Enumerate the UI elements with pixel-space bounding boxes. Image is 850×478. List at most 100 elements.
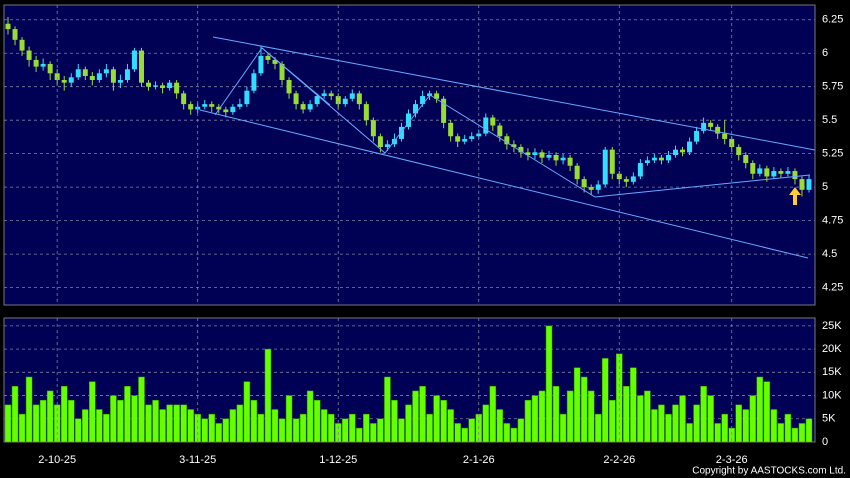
volume-bar bbox=[229, 409, 237, 443]
candle-body bbox=[209, 104, 215, 107]
volume-bar bbox=[4, 404, 12, 443]
volume-bar bbox=[96, 409, 103, 443]
candle-body bbox=[314, 96, 320, 105]
volume-bar bbox=[784, 413, 792, 443]
volume-bar bbox=[791, 427, 799, 443]
candle-body bbox=[497, 125, 503, 137]
candle-body bbox=[181, 93, 187, 105]
volume-bar bbox=[342, 418, 349, 443]
candle-body bbox=[785, 171, 791, 174]
price-panel bbox=[3, 4, 816, 306]
candle-body bbox=[61, 80, 67, 83]
volume-bar bbox=[201, 418, 208, 443]
volume-bar bbox=[377, 418, 384, 443]
candle-body bbox=[715, 126, 721, 134]
candle-body bbox=[722, 133, 728, 139]
x-tick-label: 3-11-25 bbox=[179, 454, 216, 466]
volume-bar bbox=[292, 418, 300, 443]
y-tick-label: 15K bbox=[822, 366, 842, 378]
candle-body bbox=[778, 171, 784, 174]
candle-body bbox=[525, 152, 531, 155]
candle-body bbox=[251, 73, 257, 91]
volume-bar bbox=[545, 325, 553, 443]
volume-bar bbox=[243, 381, 251, 443]
candle-body bbox=[117, 80, 123, 83]
candle-body bbox=[286, 80, 292, 94]
candle-body bbox=[356, 93, 362, 105]
y-tick-label: 20K bbox=[822, 343, 842, 355]
candle-body bbox=[680, 149, 686, 153]
candle-body bbox=[518, 146, 524, 153]
candle-body bbox=[293, 93, 299, 105]
volume-bar bbox=[440, 399, 447, 443]
candle-body bbox=[33, 59, 39, 67]
y-tick-label: 6 bbox=[822, 47, 828, 59]
copyright: Copyright by AASTOCKS.com Ltd. bbox=[692, 466, 846, 477]
candle-body bbox=[272, 59, 278, 64]
candle-body bbox=[188, 104, 194, 110]
candle-body bbox=[602, 149, 608, 185]
volume-bar bbox=[313, 399, 321, 443]
zigzag bbox=[214, 47, 811, 198]
volume-bar bbox=[426, 413, 433, 443]
candle-body bbox=[230, 106, 236, 113]
volume-bar bbox=[623, 386, 630, 443]
candle-body bbox=[244, 90, 250, 105]
price-layer bbox=[4, 5, 815, 305]
candle-body bbox=[26, 50, 32, 60]
candle-body bbox=[644, 160, 650, 164]
candle-body bbox=[103, 69, 109, 74]
trend-segment bbox=[261, 47, 331, 106]
candle-body bbox=[279, 63, 285, 80]
candle-body bbox=[12, 29, 18, 40]
candle-body bbox=[420, 96, 426, 105]
x-tick-label: 2-1-26 bbox=[463, 454, 495, 466]
candle-body bbox=[729, 138, 735, 147]
candle-body bbox=[110, 69, 116, 83]
candle-body bbox=[708, 122, 714, 127]
y-tick-label: 0 bbox=[822, 436, 828, 448]
y-tick-label: 5.75 bbox=[822, 81, 843, 93]
y-tick-label: 4.75 bbox=[822, 215, 843, 227]
volume-bar bbox=[391, 399, 398, 443]
arrow-marker bbox=[789, 187, 801, 205]
volume-bar bbox=[208, 413, 216, 443]
candle-body bbox=[658, 157, 664, 161]
volume-bar bbox=[412, 390, 419, 443]
volume-bar bbox=[250, 399, 258, 443]
candle-body bbox=[174, 82, 180, 94]
volume-bar bbox=[138, 376, 145, 443]
volume-bar bbox=[601, 358, 609, 443]
volume-bar bbox=[299, 413, 307, 443]
candle-body bbox=[616, 173, 622, 180]
candle-body bbox=[153, 85, 159, 87]
volume-bar bbox=[60, 386, 68, 443]
y-tick-label: 5 bbox=[822, 181, 828, 193]
candle-body bbox=[434, 93, 440, 99]
x-tick-label: 2-3-26 bbox=[716, 454, 748, 466]
volume-bar bbox=[798, 423, 806, 443]
volume-bar bbox=[468, 418, 475, 443]
candle-body bbox=[546, 155, 552, 158]
candle-body bbox=[623, 179, 629, 182]
y-tick-label: 25K bbox=[822, 320, 842, 332]
candle-body bbox=[377, 136, 383, 147]
candle-body bbox=[736, 146, 742, 155]
candle-body bbox=[764, 168, 770, 177]
volume-bar bbox=[264, 348, 272, 443]
candle-body bbox=[413, 104, 419, 114]
candle-body bbox=[160, 85, 166, 89]
candle-body bbox=[581, 179, 587, 188]
volume-bar bbox=[370, 423, 377, 443]
candle-body bbox=[131, 50, 137, 70]
candle-body bbox=[799, 179, 805, 190]
volume-bar bbox=[278, 418, 286, 443]
upper-channel bbox=[212, 36, 816, 151]
volume-bar bbox=[285, 395, 293, 443]
volume-bar bbox=[454, 423, 461, 443]
volume-bar bbox=[363, 413, 370, 443]
volume-bar bbox=[419, 386, 426, 443]
volume-bar bbox=[152, 399, 159, 443]
candle-body bbox=[511, 144, 517, 147]
candle-body bbox=[167, 82, 173, 89]
